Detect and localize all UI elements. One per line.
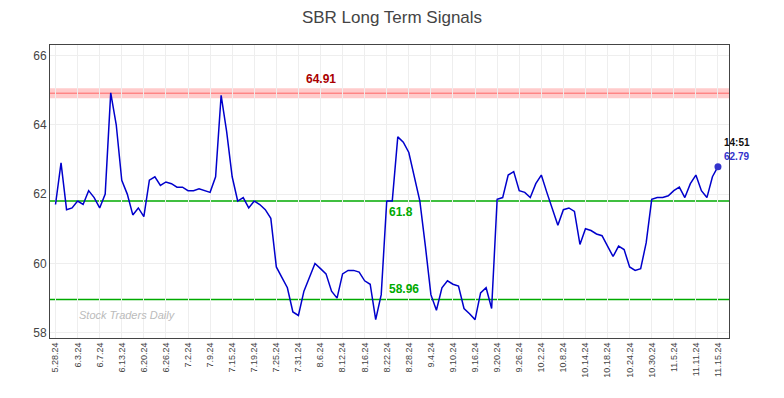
svg-text:9.4.24: 9.4.24 <box>426 343 436 368</box>
svg-text:58: 58 <box>33 326 47 340</box>
svg-text:11.5.24: 11.5.24 <box>669 343 679 372</box>
svg-text:8.16.24: 8.16.24 <box>360 343 370 373</box>
svg-text:10.30.24: 10.30.24 <box>647 343 657 378</box>
svg-text:6.26.24: 6.26.24 <box>161 343 171 373</box>
svg-text:14:51: 14:51 <box>724 137 750 148</box>
svg-text:10.14.24: 10.14.24 <box>580 343 590 378</box>
svg-text:7.25.24: 7.25.24 <box>271 343 281 373</box>
svg-text:8.22.24: 8.22.24 <box>382 343 392 373</box>
svg-text:11.15.24: 11.15.24 <box>713 343 723 377</box>
svg-text:60: 60 <box>33 257 47 271</box>
svg-text:62: 62 <box>33 187 47 201</box>
svg-text:8.12.24: 8.12.24 <box>338 343 348 373</box>
svg-text:Stock Traders Daily: Stock Traders Daily <box>79 309 176 321</box>
svg-text:6.3.24: 6.3.24 <box>73 343 83 368</box>
svg-text:64.91: 64.91 <box>306 72 336 86</box>
svg-text:5.28.24: 5.28.24 <box>50 343 60 373</box>
svg-text:9.20.24: 9.20.24 <box>492 343 502 373</box>
svg-text:10.24.24: 10.24.24 <box>625 343 635 378</box>
svg-text:10.2.24: 10.2.24 <box>536 343 546 373</box>
svg-text:10.8.24: 10.8.24 <box>558 343 568 373</box>
svg-text:8.6.24: 8.6.24 <box>315 343 325 368</box>
svg-text:7.31.24: 7.31.24 <box>293 343 303 373</box>
svg-text:61.8: 61.8 <box>389 205 413 219</box>
svg-text:7.9.24: 7.9.24 <box>205 343 215 368</box>
svg-text:7.15.24: 7.15.24 <box>227 343 237 373</box>
svg-text:6.13.24: 6.13.24 <box>117 343 127 373</box>
svg-text:11.11.24: 11.11.24 <box>691 343 701 377</box>
svg-text:62.79: 62.79 <box>724 151 749 162</box>
svg-text:8.28.24: 8.28.24 <box>404 343 414 373</box>
svg-text:9.26.24: 9.26.24 <box>514 343 524 373</box>
svg-text:7.2.24: 7.2.24 <box>183 343 193 368</box>
svg-text:9.16.24: 9.16.24 <box>470 343 480 373</box>
svg-text:64: 64 <box>33 118 47 132</box>
svg-text:7.19.24: 7.19.24 <box>249 343 259 373</box>
svg-text:9.10.24: 9.10.24 <box>448 343 458 373</box>
svg-text:58.96: 58.96 <box>389 282 419 296</box>
svg-text:10.18.24: 10.18.24 <box>602 343 612 378</box>
svg-text:66: 66 <box>33 49 47 63</box>
svg-text:SBR Long Term Signals: SBR Long Term Signals <box>302 8 482 27</box>
svg-text:6.20.24: 6.20.24 <box>139 343 149 373</box>
svg-text:6.7.24: 6.7.24 <box>95 343 105 368</box>
